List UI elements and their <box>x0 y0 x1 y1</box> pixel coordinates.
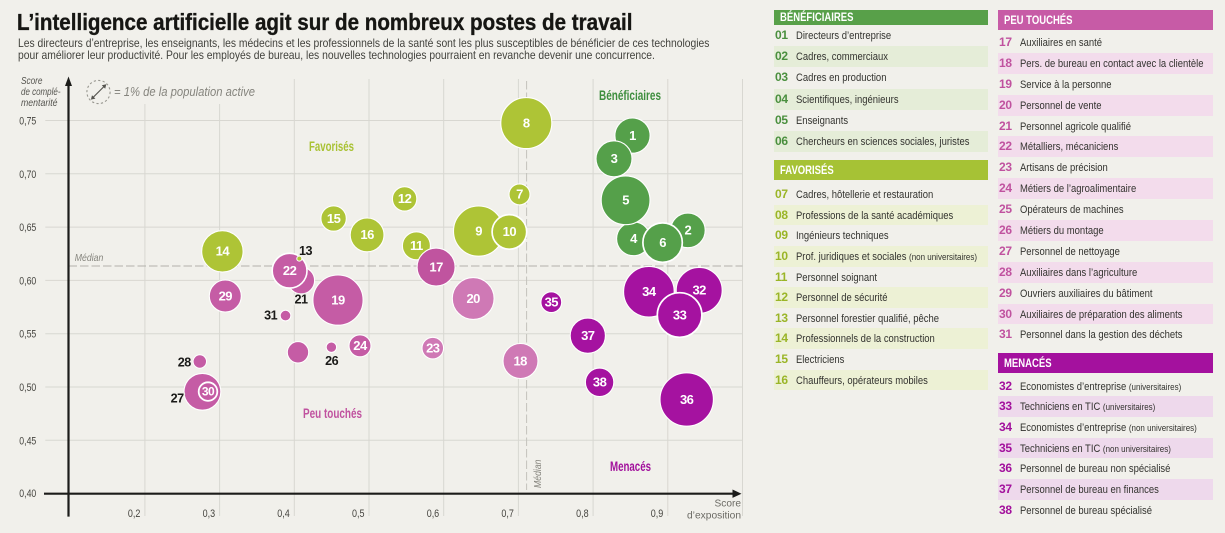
svg-text:38: 38 <box>593 375 607 390</box>
svg-text:0,3: 0,3 <box>203 508 216 520</box>
svg-text:15: 15 <box>327 211 341 226</box>
svg-text:21: 21 <box>294 292 308 306</box>
svg-text:6: 6 <box>659 235 666 250</box>
svg-text:17: 17 <box>429 259 443 274</box>
svg-text:0,40: 0,40 <box>19 488 36 500</box>
svg-text:Médian: Médian <box>532 459 544 488</box>
svg-text:8: 8 <box>523 115 530 130</box>
svg-text:31: 31 <box>264 309 278 323</box>
svg-text:29: 29 <box>219 288 233 303</box>
svg-text:0,55: 0,55 <box>19 329 36 341</box>
svg-text:0,70: 0,70 <box>19 169 36 181</box>
svg-text:2: 2 <box>685 223 692 238</box>
svg-text:d’exposition: d’exposition <box>687 510 741 522</box>
svg-text:= 1% de la population active: = 1% de la population active <box>114 85 255 99</box>
svg-text:4: 4 <box>630 231 638 246</box>
svg-text:18: 18 <box>513 353 527 368</box>
svg-text:5: 5 <box>622 193 629 208</box>
svg-text:11: 11 <box>410 238 423 253</box>
svg-text:Menacés: Menacés <box>610 459 651 474</box>
svg-text:3: 3 <box>611 151 618 166</box>
svg-text:0,6: 0,6 <box>427 508 440 520</box>
svg-text:23: 23 <box>426 340 440 355</box>
svg-text:mentarité: mentarité <box>21 97 58 109</box>
svg-text:0,75: 0,75 <box>19 116 36 128</box>
svg-text:Peu touchés: Peu touchés <box>303 406 362 421</box>
svg-text:22: 22 <box>283 263 297 278</box>
svg-text:28: 28 <box>178 356 192 370</box>
svg-text:7: 7 <box>516 187 523 202</box>
svg-text:0,9: 0,9 <box>651 508 664 520</box>
svg-text:0,65: 0,65 <box>19 222 36 234</box>
svg-text:0,5: 0,5 <box>352 508 365 520</box>
svg-text:19: 19 <box>331 292 345 307</box>
svg-text:de complé-: de complé- <box>21 86 61 98</box>
svg-text:0,50: 0,50 <box>19 382 36 394</box>
svg-text:33: 33 <box>673 307 687 322</box>
svg-text:0,60: 0,60 <box>19 275 36 287</box>
svg-text:0,7: 0,7 <box>501 508 514 520</box>
svg-text:20: 20 <box>466 291 480 306</box>
svg-text:26: 26 <box>325 354 339 368</box>
svg-text:9: 9 <box>475 223 482 238</box>
svg-text:27: 27 <box>171 391 185 405</box>
svg-text:35: 35 <box>545 295 559 310</box>
svg-text:0,2: 0,2 <box>128 508 141 520</box>
svg-text:24: 24 <box>353 338 368 353</box>
svg-text:16: 16 <box>360 227 374 242</box>
svg-text:30: 30 <box>202 385 215 399</box>
svg-text:Score: Score <box>21 75 43 87</box>
svg-text:36: 36 <box>680 392 694 407</box>
svg-text:0,45: 0,45 <box>19 435 36 447</box>
svg-text:Bénéficiaires: Bénéficiaires <box>599 88 661 103</box>
svg-text:37: 37 <box>581 328 595 343</box>
svg-text:34: 34 <box>642 284 657 299</box>
svg-text:Médian: Médian <box>75 252 104 264</box>
svg-text:12: 12 <box>398 191 412 206</box>
svg-text:14: 14 <box>216 244 231 259</box>
svg-text:13: 13 <box>299 244 313 258</box>
svg-text:Favorisés: Favorisés <box>309 139 354 154</box>
svg-text:0,8: 0,8 <box>576 508 589 520</box>
svg-text:10: 10 <box>503 224 517 239</box>
svg-text:32: 32 <box>692 283 706 298</box>
svg-text:0,4: 0,4 <box>277 508 290 520</box>
svg-text:Score: Score <box>715 498 742 510</box>
svg-text:1: 1 <box>629 128 636 143</box>
